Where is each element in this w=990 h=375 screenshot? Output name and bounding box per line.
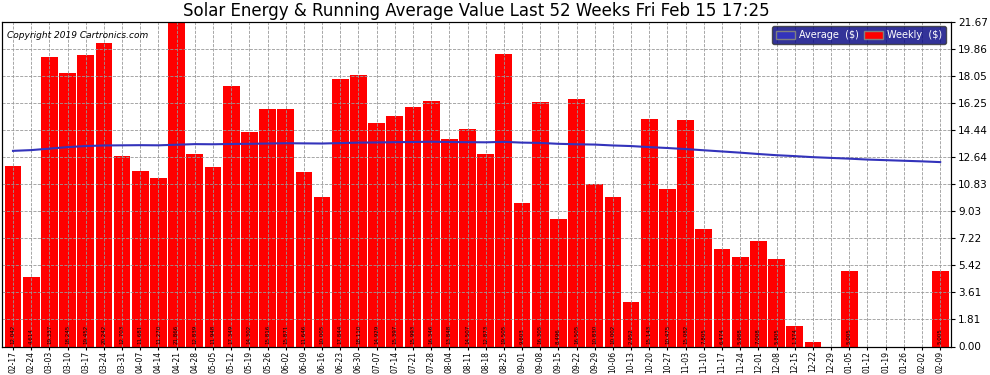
Text: Copyright 2019 Cartronics.com: Copyright 2019 Cartronics.com — [7, 32, 148, 40]
Bar — [550, 219, 566, 346]
Bar — [332, 79, 348, 347]
Bar — [150, 177, 166, 346]
Bar — [405, 107, 422, 346]
Text: 15.143: 15.143 — [646, 324, 651, 344]
Bar — [677, 120, 694, 346]
Bar — [223, 86, 240, 346]
Text: 10.830: 10.830 — [592, 324, 597, 344]
Bar — [41, 57, 57, 346]
Text: 19.337: 19.337 — [47, 324, 51, 344]
Bar — [441, 139, 457, 346]
Bar — [114, 156, 131, 346]
Bar — [932, 272, 948, 346]
Text: 2.952: 2.952 — [629, 328, 634, 344]
Text: 15.082: 15.082 — [683, 324, 688, 344]
Text: 12.839: 12.839 — [192, 324, 197, 344]
Text: 16.346: 16.346 — [429, 324, 434, 344]
Text: 15.871: 15.871 — [283, 324, 288, 344]
Text: 10.002: 10.002 — [611, 324, 616, 344]
Text: 9.603: 9.603 — [520, 328, 525, 344]
Bar — [423, 102, 440, 346]
Bar — [623, 302, 640, 346]
Text: 11.948: 11.948 — [211, 324, 216, 344]
Text: 1.374: 1.374 — [792, 328, 797, 344]
Text: 17.844: 17.844 — [338, 324, 343, 344]
Text: 12.703: 12.703 — [120, 324, 125, 344]
Text: 7.008: 7.008 — [756, 328, 761, 344]
Bar — [277, 109, 294, 347]
Text: 19.452: 19.452 — [83, 324, 88, 344]
Text: 15.816: 15.816 — [265, 324, 270, 344]
Text: 10.005: 10.005 — [320, 324, 325, 344]
Bar — [786, 326, 803, 346]
Bar — [696, 230, 712, 346]
Text: 16.305: 16.305 — [538, 324, 543, 344]
Bar — [805, 342, 822, 346]
Text: 21.866: 21.866 — [174, 324, 179, 344]
Bar — [132, 171, 148, 346]
Text: 5.805: 5.805 — [774, 328, 779, 344]
Bar — [205, 167, 222, 346]
Text: 15.397: 15.397 — [392, 324, 397, 344]
Bar — [750, 242, 766, 346]
Text: 7.805: 7.805 — [701, 328, 706, 344]
Bar — [841, 272, 857, 346]
Bar — [659, 189, 676, 346]
Bar — [241, 132, 257, 346]
Text: 11.646: 11.646 — [301, 324, 306, 344]
Text: 5.005: 5.005 — [846, 328, 851, 344]
Text: 14.507: 14.507 — [465, 324, 470, 344]
Bar — [5, 166, 22, 346]
Text: 20.242: 20.242 — [101, 324, 106, 344]
Bar — [732, 257, 748, 346]
Bar — [59, 73, 76, 347]
Bar — [586, 184, 603, 346]
Bar — [314, 196, 331, 346]
Bar — [368, 123, 385, 346]
Bar — [386, 116, 403, 346]
Text: 14.302: 14.302 — [247, 324, 251, 344]
Text: 12.042: 12.042 — [11, 324, 16, 344]
Bar — [514, 202, 531, 346]
Text: 8.496: 8.496 — [556, 328, 561, 344]
Text: 6.474: 6.474 — [720, 328, 725, 344]
Text: 15.993: 15.993 — [411, 324, 416, 344]
Bar — [23, 278, 40, 346]
Legend: Average  ($), Weekly  ($): Average ($), Weekly ($) — [772, 27, 946, 44]
Bar — [77, 55, 94, 346]
Bar — [95, 43, 112, 346]
Text: 16.505: 16.505 — [574, 324, 579, 344]
Bar — [168, 19, 185, 346]
Text: 17.349: 17.349 — [229, 324, 234, 344]
Text: 4.614: 4.614 — [29, 328, 34, 344]
Bar — [768, 260, 785, 347]
Bar — [259, 110, 276, 347]
Text: 13.848: 13.848 — [446, 324, 451, 344]
Bar — [295, 172, 312, 346]
Bar — [568, 99, 585, 346]
Bar — [714, 249, 731, 346]
Text: 11.681: 11.681 — [138, 324, 143, 344]
Bar — [641, 120, 657, 346]
Text: 11.270: 11.270 — [156, 324, 161, 344]
Bar — [477, 153, 494, 347]
Text: 19.505: 19.505 — [501, 324, 506, 344]
Bar — [605, 196, 622, 346]
Text: 10.475: 10.475 — [665, 324, 670, 344]
Text: 5.005: 5.005 — [938, 328, 942, 344]
Bar — [496, 54, 512, 346]
Text: 12.873: 12.873 — [483, 324, 488, 344]
Bar — [350, 75, 366, 346]
Bar — [186, 154, 203, 347]
Text: 14.929: 14.929 — [374, 324, 379, 344]
Text: 5.988: 5.988 — [738, 328, 742, 344]
Title: Solar Energy & Running Average Value Last 52 Weeks Fri Feb 15 17:25: Solar Energy & Running Average Value Las… — [183, 2, 770, 20]
Bar — [532, 102, 548, 346]
Bar — [459, 129, 476, 346]
Text: 18.110: 18.110 — [356, 324, 361, 344]
Text: 18.245: 18.245 — [65, 324, 70, 344]
